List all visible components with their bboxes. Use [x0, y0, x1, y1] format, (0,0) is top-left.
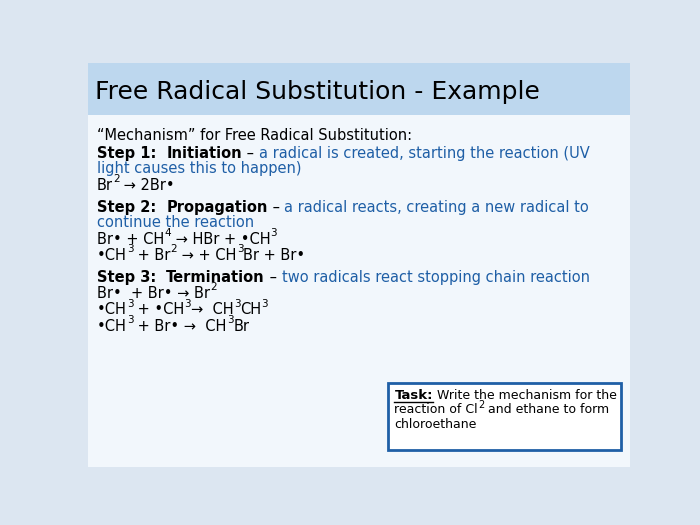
Text: 3: 3 [127, 299, 133, 309]
Text: a radical reacts, creating a new radical to: a radical reacts, creating a new radical… [284, 200, 589, 215]
FancyBboxPatch shape [88, 63, 630, 114]
Text: → + CH: → + CH [177, 248, 237, 263]
Text: Step 3:: Step 3: [97, 270, 167, 285]
Text: •CH: •CH [97, 248, 127, 263]
Text: 2: 2 [210, 282, 216, 292]
Text: 3: 3 [237, 244, 244, 254]
Text: →  CH: → CH [191, 302, 234, 318]
Text: 3: 3 [127, 315, 133, 325]
FancyBboxPatch shape [389, 383, 621, 450]
Text: light causes this to happen): light causes this to happen) [97, 161, 301, 176]
Text: •CH: •CH [97, 302, 127, 318]
Text: → 2Br•: → 2Br• [120, 178, 175, 193]
FancyBboxPatch shape [88, 114, 630, 467]
Text: 3: 3 [185, 299, 191, 309]
Text: 3: 3 [127, 244, 133, 254]
Text: Write the mechanism for the: Write the mechanism for the [433, 388, 617, 402]
Text: 2: 2 [171, 244, 177, 254]
Text: Free Radical Substitution - Example: Free Radical Substitution - Example [95, 80, 540, 104]
Text: 3: 3 [227, 315, 233, 325]
Text: Br• + CH: Br• + CH [97, 232, 164, 247]
Text: 3: 3 [234, 299, 240, 309]
Text: Initiation: Initiation [167, 146, 242, 161]
Text: –: – [267, 200, 284, 215]
Text: CH: CH [240, 302, 262, 318]
Text: + •CH: + •CH [133, 302, 185, 318]
Text: Termination: Termination [167, 270, 265, 285]
Text: two radicals react stopping chain reaction: two radicals react stopping chain reacti… [281, 270, 589, 285]
Text: + Br• →  CH: + Br• → CH [133, 319, 227, 334]
Text: Step 1:: Step 1: [97, 146, 167, 161]
Text: continue the reaction: continue the reaction [97, 215, 254, 230]
Text: reaction of Cl: reaction of Cl [394, 403, 478, 416]
Text: 3: 3 [270, 228, 277, 238]
Text: 4: 4 [164, 228, 171, 238]
Text: •CH: •CH [97, 319, 127, 334]
Text: and ethane to form: and ethane to form [484, 403, 610, 416]
Text: Br•  + Br• → Br: Br• + Br• → Br [97, 286, 210, 301]
Text: chloroethane: chloroethane [394, 418, 477, 431]
Text: Br: Br [97, 178, 113, 193]
Text: + Br: + Br [133, 248, 171, 263]
Text: –: – [265, 270, 281, 285]
Text: Propagation: Propagation [167, 200, 267, 215]
Text: 3: 3 [262, 299, 268, 309]
Text: Task:: Task: [394, 388, 433, 402]
Text: “Mechanism” for Free Radical Substitution:: “Mechanism” for Free Radical Substitutio… [97, 129, 412, 143]
Text: Br: Br [233, 319, 249, 334]
Text: Br + Br•: Br + Br• [244, 248, 305, 263]
Text: a radical is created, starting the reaction (UV: a radical is created, starting the react… [259, 146, 589, 161]
Text: 2: 2 [113, 174, 120, 184]
Text: –: – [242, 146, 259, 161]
Text: Step 2:: Step 2: [97, 200, 167, 215]
Text: → HBr + •CH: → HBr + •CH [171, 232, 270, 247]
Text: 2: 2 [478, 400, 484, 410]
